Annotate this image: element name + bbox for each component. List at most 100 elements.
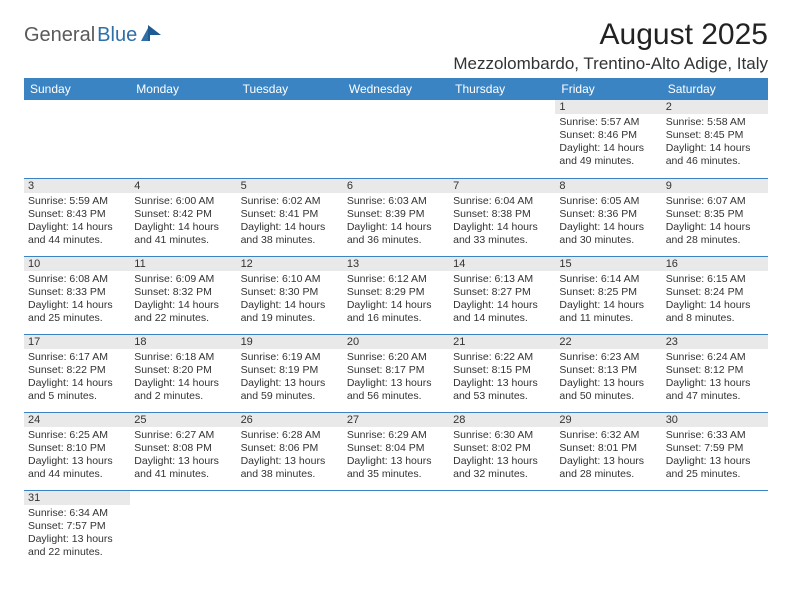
daylight1-text: Daylight: 14 hours xyxy=(28,221,126,234)
calendar-week: 24Sunrise: 6:25 AMSunset: 8:10 PMDayligh… xyxy=(24,412,768,490)
sunset-text: Sunset: 8:30 PM xyxy=(241,286,339,299)
cell-details xyxy=(555,493,661,498)
calendar-cell xyxy=(449,100,555,178)
daylight1-text: Daylight: 14 hours xyxy=(28,299,126,312)
sunrise-text: Sunrise: 6:02 AM xyxy=(241,195,339,208)
daylight2-text: and 44 minutes. xyxy=(28,234,126,247)
dayname-tuesday: Tuesday xyxy=(237,78,343,100)
day-number: 22 xyxy=(555,335,661,349)
daylight1-text: Daylight: 13 hours xyxy=(28,455,126,468)
daylight2-text: and 5 minutes. xyxy=(28,390,126,403)
calendar-cell xyxy=(237,100,343,178)
logo: General Blue xyxy=(24,18,163,47)
daylight1-text: Daylight: 14 hours xyxy=(453,221,551,234)
sunset-text: Sunset: 8:06 PM xyxy=(241,442,339,455)
logo-text-blue: Blue xyxy=(97,24,137,47)
cell-details: Sunrise: 6:19 AMSunset: 8:19 PMDaylight:… xyxy=(237,349,343,407)
daylight2-text: and 50 minutes. xyxy=(559,390,657,403)
day-number: 31 xyxy=(24,491,130,505)
dayname-monday: Monday xyxy=(130,78,236,100)
daylight2-text: and 22 minutes. xyxy=(134,312,232,325)
daylight1-text: Daylight: 13 hours xyxy=(241,455,339,468)
calendar-cell: 14Sunrise: 6:13 AMSunset: 8:27 PMDayligh… xyxy=(449,256,555,334)
cell-details: Sunrise: 6:17 AMSunset: 8:22 PMDaylight:… xyxy=(24,349,130,407)
flag-icon xyxy=(141,25,163,46)
calendar-cell: 5Sunrise: 6:02 AMSunset: 8:41 PMDaylight… xyxy=(237,178,343,256)
sunset-text: Sunset: 8:46 PM xyxy=(559,129,657,142)
sunrise-text: Sunrise: 6:13 AM xyxy=(453,273,551,286)
calendar-cell xyxy=(343,100,449,178)
daylight2-text: and 19 minutes. xyxy=(241,312,339,325)
sunset-text: Sunset: 8:33 PM xyxy=(28,286,126,299)
day-number: 26 xyxy=(237,413,343,427)
calendar-cell: 11Sunrise: 6:09 AMSunset: 8:32 PMDayligh… xyxy=(130,256,236,334)
sunrise-text: Sunrise: 6:24 AM xyxy=(666,351,764,364)
calendar-cell: 22Sunrise: 6:23 AMSunset: 8:13 PMDayligh… xyxy=(555,334,661,412)
calendar-cell: 19Sunrise: 6:19 AMSunset: 8:19 PMDayligh… xyxy=(237,334,343,412)
sunset-text: Sunset: 8:24 PM xyxy=(666,286,764,299)
day-number: 23 xyxy=(662,335,768,349)
dayname-wednesday: Wednesday xyxy=(343,78,449,100)
daylight1-text: Daylight: 13 hours xyxy=(347,455,445,468)
cell-details: Sunrise: 6:34 AMSunset: 7:57 PMDaylight:… xyxy=(24,505,130,563)
cell-details: Sunrise: 5:57 AMSunset: 8:46 PMDaylight:… xyxy=(555,114,661,172)
cell-details: Sunrise: 6:33 AMSunset: 7:59 PMDaylight:… xyxy=(662,427,768,485)
cell-details: Sunrise: 6:14 AMSunset: 8:25 PMDaylight:… xyxy=(555,271,661,329)
day-number: 16 xyxy=(662,257,768,271)
sunrise-text: Sunrise: 6:18 AM xyxy=(134,351,232,364)
title-block: August 2025 Mezzolombardo, Trentino-Alto… xyxy=(453,18,768,74)
calendar-week: 1Sunrise: 5:57 AMSunset: 8:46 PMDaylight… xyxy=(24,100,768,178)
sunrise-text: Sunrise: 5:59 AM xyxy=(28,195,126,208)
cell-details: Sunrise: 6:15 AMSunset: 8:24 PMDaylight:… xyxy=(662,271,768,329)
day-number: 21 xyxy=(449,335,555,349)
sunset-text: Sunset: 8:29 PM xyxy=(347,286,445,299)
calendar-week: 17Sunrise: 6:17 AMSunset: 8:22 PMDayligh… xyxy=(24,334,768,412)
day-number: 17 xyxy=(24,335,130,349)
cell-details xyxy=(24,102,130,107)
day-number: 20 xyxy=(343,335,449,349)
sunrise-text: Sunrise: 6:29 AM xyxy=(347,429,445,442)
sunrise-text: Sunrise: 6:25 AM xyxy=(28,429,126,442)
day-number: 19 xyxy=(237,335,343,349)
daylight2-text: and 14 minutes. xyxy=(453,312,551,325)
cell-details xyxy=(237,102,343,107)
calendar-cell xyxy=(24,100,130,178)
calendar-cell: 24Sunrise: 6:25 AMSunset: 8:10 PMDayligh… xyxy=(24,412,130,490)
sunset-text: Sunset: 8:04 PM xyxy=(347,442,445,455)
cell-details: Sunrise: 5:59 AMSunset: 8:43 PMDaylight:… xyxy=(24,193,130,251)
cell-details: Sunrise: 6:22 AMSunset: 8:15 PMDaylight:… xyxy=(449,349,555,407)
day-number: 18 xyxy=(130,335,236,349)
sunset-text: Sunset: 8:20 PM xyxy=(134,364,232,377)
cell-details: Sunrise: 5:58 AMSunset: 8:45 PMDaylight:… xyxy=(662,114,768,172)
daylight1-text: Daylight: 14 hours xyxy=(666,299,764,312)
daylight1-text: Daylight: 13 hours xyxy=(453,455,551,468)
cell-details: Sunrise: 6:20 AMSunset: 8:17 PMDaylight:… xyxy=(343,349,449,407)
dayname-row: Sunday Monday Tuesday Wednesday Thursday… xyxy=(24,78,768,100)
cell-details: Sunrise: 6:23 AMSunset: 8:13 PMDaylight:… xyxy=(555,349,661,407)
sunrise-text: Sunrise: 6:34 AM xyxy=(28,507,126,520)
daylight2-text: and 32 minutes. xyxy=(453,468,551,481)
cell-details: Sunrise: 6:18 AMSunset: 8:20 PMDaylight:… xyxy=(130,349,236,407)
cell-details: Sunrise: 6:30 AMSunset: 8:02 PMDaylight:… xyxy=(449,427,555,485)
calendar-cell xyxy=(449,490,555,568)
sunset-text: Sunset: 7:57 PM xyxy=(28,520,126,533)
day-number: 14 xyxy=(449,257,555,271)
sunrise-text: Sunrise: 6:14 AM xyxy=(559,273,657,286)
dayname-thursday: Thursday xyxy=(449,78,555,100)
cell-details: Sunrise: 6:00 AMSunset: 8:42 PMDaylight:… xyxy=(130,193,236,251)
cell-details: Sunrise: 6:02 AMSunset: 8:41 PMDaylight:… xyxy=(237,193,343,251)
sunset-text: Sunset: 8:15 PM xyxy=(453,364,551,377)
sunset-text: Sunset: 8:25 PM xyxy=(559,286,657,299)
calendar-cell: 30Sunrise: 6:33 AMSunset: 7:59 PMDayligh… xyxy=(662,412,768,490)
calendar-cell: 21Sunrise: 6:22 AMSunset: 8:15 PMDayligh… xyxy=(449,334,555,412)
calendar-cell: 8Sunrise: 6:05 AMSunset: 8:36 PMDaylight… xyxy=(555,178,661,256)
daylight2-text: and 25 minutes. xyxy=(28,312,126,325)
cell-details: Sunrise: 6:09 AMSunset: 8:32 PMDaylight:… xyxy=(130,271,236,329)
daylight1-text: Daylight: 13 hours xyxy=(134,455,232,468)
sunrise-text: Sunrise: 5:57 AM xyxy=(559,116,657,129)
daylight2-text: and 35 minutes. xyxy=(347,468,445,481)
daylight2-text: and 28 minutes. xyxy=(559,468,657,481)
daylight2-text: and 56 minutes. xyxy=(347,390,445,403)
daylight2-text: and 49 minutes. xyxy=(559,155,657,168)
calendar-cell: 31Sunrise: 6:34 AMSunset: 7:57 PMDayligh… xyxy=(24,490,130,568)
